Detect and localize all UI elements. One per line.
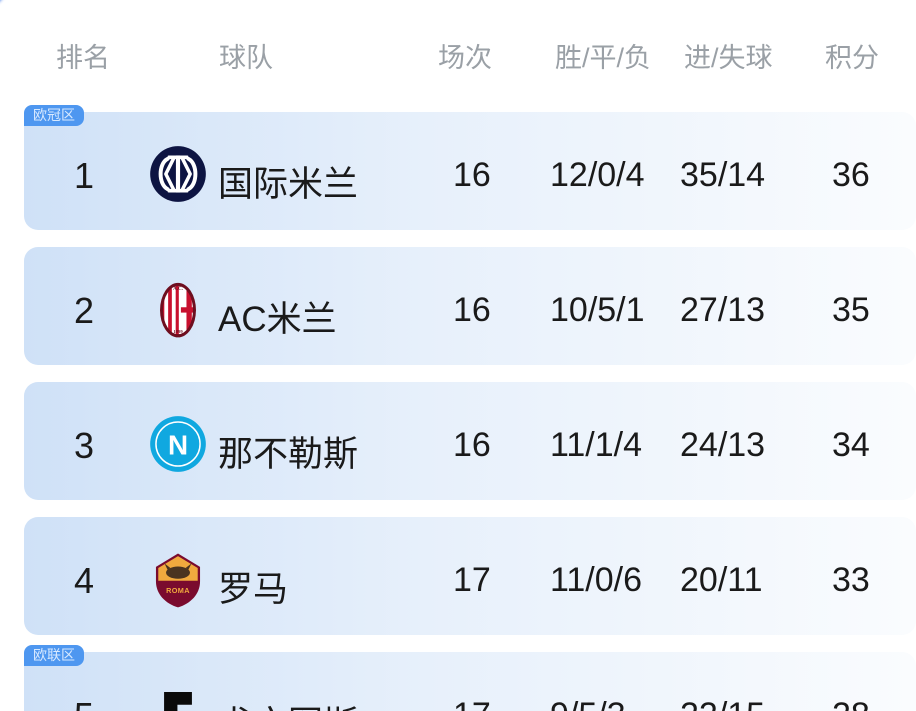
svg-text:1899: 1899 — [173, 330, 183, 335]
svg-text:A.C.: A.C. — [173, 287, 183, 292]
svg-text:ROMA: ROMA — [166, 586, 190, 595]
svg-text:N: N — [168, 429, 188, 460]
